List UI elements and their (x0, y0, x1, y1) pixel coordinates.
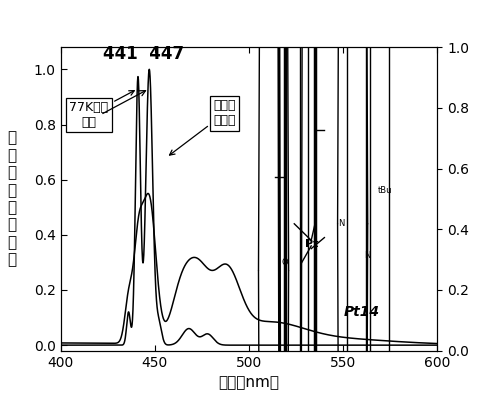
Text: N: N (364, 251, 371, 260)
Text: N: N (338, 219, 345, 228)
Text: 441  447: 441 447 (103, 45, 184, 63)
Text: 77K发射
光谱: 77K发射 光谱 (69, 91, 134, 129)
X-axis label: 波长（nm）: 波长（nm） (219, 375, 279, 390)
Text: tBu: tBu (378, 186, 392, 195)
Y-axis label: 归
一
化
的
发
光
强
度: 归 一 化 的 发 光 强 度 (7, 130, 16, 268)
Text: Pt: Pt (305, 240, 318, 249)
Text: O: O (281, 258, 288, 267)
Text: 室温发
射光谱: 室温发 射光谱 (170, 99, 236, 155)
Text: Pt14: Pt14 (344, 305, 380, 319)
